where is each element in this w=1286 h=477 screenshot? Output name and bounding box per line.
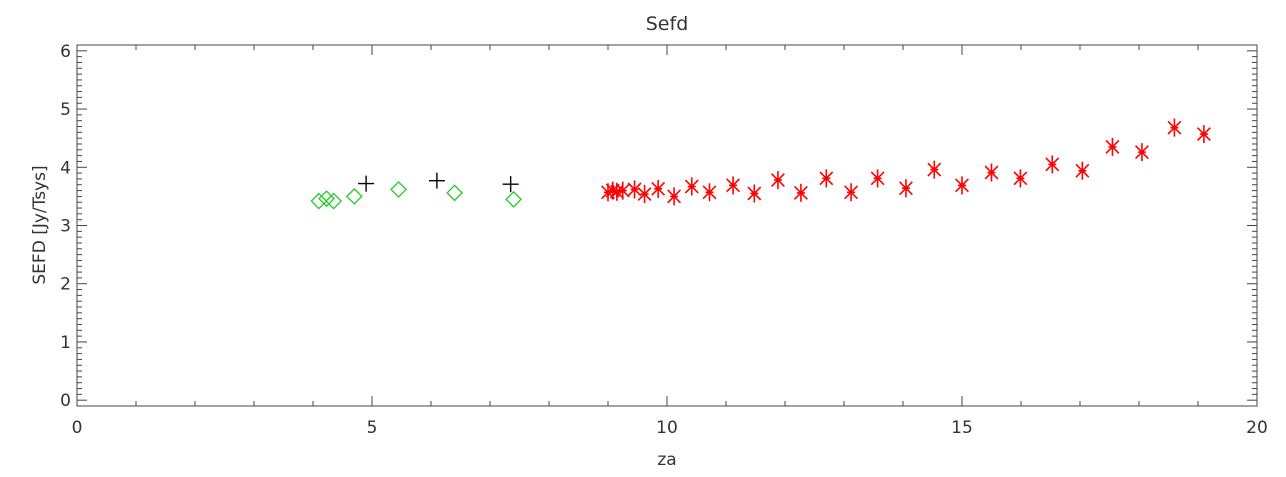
y-tick-label: 5 [60, 100, 71, 120]
asterisk-point [955, 176, 969, 195]
y-tick-label: 2 [60, 275, 71, 295]
asterisk-point [1167, 118, 1182, 137]
asterisk-point [870, 169, 885, 188]
x-tick-label: 20 [1246, 418, 1268, 438]
asterisk-point [667, 187, 682, 206]
diamond-point [310, 192, 328, 210]
plus-point [428, 172, 445, 189]
asterisk-point [1134, 143, 1149, 162]
asterisk-point [1013, 169, 1028, 188]
asterisk-point [651, 179, 666, 198]
marks-layer [310, 118, 1211, 210]
asterisk-point [898, 179, 913, 198]
x-tick-label: 5 [367, 418, 378, 438]
asterisk-point [793, 183, 808, 202]
y-tick-label: 6 [60, 42, 71, 62]
asterisk-point [844, 183, 859, 202]
diamond-point [318, 190, 335, 208]
plus-point [502, 176, 519, 193]
chart-title: Sefd [646, 13, 689, 35]
asterisk-point [1045, 155, 1060, 174]
x-tick-label: 0 [72, 418, 83, 438]
plus-point [358, 175, 375, 192]
asterisk-point [684, 177, 699, 196]
x-tick-label: 15 [951, 418, 973, 438]
x-tick-label: 10 [656, 418, 678, 438]
plot-frame [76, 44, 1258, 407]
axes-layer: 0 5 10 15 20 0 1 2 3 4 5 6 [60, 42, 1268, 438]
asterisk-point [609, 182, 624, 201]
diamond-point [505, 190, 523, 208]
diamond-point [446, 184, 464, 202]
asterisk-point [637, 185, 652, 204]
asterisk-point [1075, 161, 1090, 180]
diamond-point [390, 180, 407, 198]
asterisk-point [726, 176, 741, 195]
diamond-point [345, 187, 363, 205]
asterisk-point [627, 180, 642, 199]
y-tick-label: 0 [60, 391, 71, 411]
asterisk-point [1196, 125, 1211, 144]
y-tick-label: 3 [60, 217, 71, 237]
asterisk-point [770, 171, 785, 190]
y-axis-title: SEFD [Jy/Tsys] [30, 165, 50, 284]
asterisk-point [927, 160, 942, 179]
asterisk-point [747, 184, 762, 203]
asterisk-point [1105, 137, 1120, 156]
y-tick-label: 1 [60, 333, 71, 353]
y-tick-label: 4 [60, 158, 71, 178]
asterisk-point [984, 163, 999, 182]
asterisk-point [819, 169, 834, 188]
asterisk-point [702, 183, 717, 202]
asterisk-point [605, 181, 620, 200]
x-axis-title: za [657, 450, 676, 470]
asterisk-point [601, 183, 615, 202]
diamond-point [325, 192, 343, 210]
asterisk-point [615, 181, 630, 200]
